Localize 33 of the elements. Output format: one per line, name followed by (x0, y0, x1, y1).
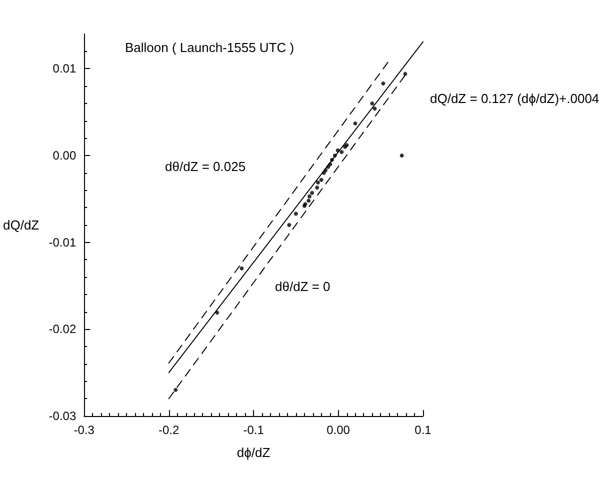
x-tick-label: -0.3 (74, 423, 95, 437)
y-axis-title: dQ/dZ (3, 218, 40, 232)
point (381, 81, 386, 86)
point (307, 194, 312, 198)
point (319, 178, 324, 182)
point (310, 190, 314, 195)
point (316, 180, 320, 184)
y-tick-label: -0.01 (48, 235, 76, 250)
annotation: dθ/dZ = 0 (275, 279, 330, 294)
point (294, 212, 298, 216)
y-tick-label: -0.02 (48, 322, 76, 336)
point (400, 154, 404, 158)
point (403, 72, 408, 76)
annotation: dθ/dZ = 0.025 (165, 159, 246, 174)
text: Balloon ( Launch-1555 UTC ) (125, 40, 294, 55)
point (372, 106, 377, 111)
point (240, 266, 244, 270)
x-tick-label: 0.00 (326, 423, 350, 437)
point (340, 150, 344, 154)
y-tick-label: 0.00 (52, 148, 76, 163)
point (174, 388, 178, 392)
point (287, 223, 292, 227)
x-tick-label: 0.1 (414, 423, 432, 437)
point (353, 121, 358, 126)
point (370, 101, 374, 106)
y-tick-label: 0.01 (52, 62, 76, 76)
x-tick-label: -0.2 (158, 423, 180, 437)
x-axis-title: dϕ/dZ (236, 445, 270, 460)
point (306, 198, 311, 203)
x-tick-label: -0.1 (243, 423, 264, 437)
y-tick-label: -0.03 (48, 409, 76, 423)
point (315, 186, 320, 190)
text: dQ/dZ = 0.127 (dϕ/dZ)+.0004 (430, 91, 600, 106)
